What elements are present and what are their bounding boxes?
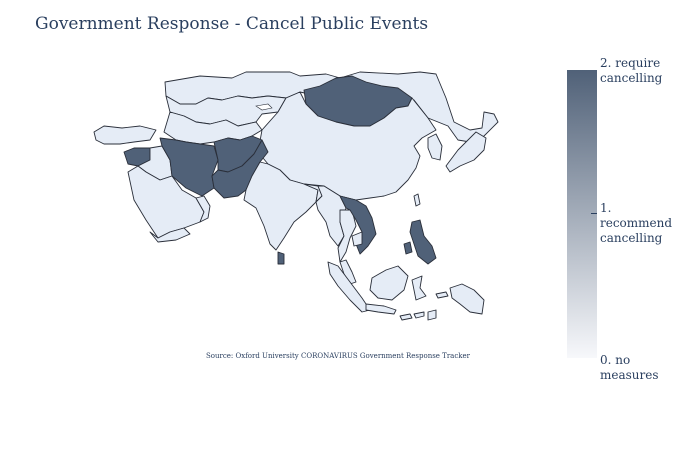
colorbar (567, 70, 597, 358)
region-sri-lanka[interactable] (277, 251, 285, 265)
region-indonesia-sumatra[interactable] (327, 261, 371, 313)
colorbar-label-mid: 1. recommend cancelling (600, 201, 673, 245)
region-indonesia-java[interactable] (365, 303, 397, 315)
colorbar-gradient (567, 70, 597, 358)
region-indonesia-sulawesi[interactable] (411, 275, 427, 301)
colorbar-label-high: 2. require cancelling (600, 56, 663, 85)
region-philippines-south[interactable] (403, 241, 413, 255)
region-indonesia-borneo[interactable] (369, 265, 409, 301)
map-title: Government Response - Cancel Public Even… (35, 14, 429, 34)
region-taiwan[interactable] (413, 193, 421, 207)
region-japan[interactable] (445, 131, 487, 173)
water-caspian (255, 103, 273, 111)
region-oman[interactable] (195, 195, 211, 223)
region-indonesia-papua[interactable] (449, 283, 485, 315)
region-turkey[interactable] (93, 125, 157, 145)
region-thailand[interactable] (337, 209, 357, 263)
region-yemen[interactable] (149, 227, 191, 243)
colorbar-tick (591, 213, 597, 214)
region-philippines[interactable] (409, 219, 437, 265)
region-korea[interactable] (427, 133, 443, 161)
region-india[interactable] (243, 161, 319, 251)
region-small-islands[interactable] (399, 291, 449, 321)
source-caption: Source: Oxford University CORONAVIRUS Go… (206, 352, 471, 360)
colorbar-label-low: 0. no measures (600, 353, 659, 382)
region-vietnam-laos[interactable] (339, 195, 377, 255)
region-cambodia[interactable] (351, 231, 363, 247)
